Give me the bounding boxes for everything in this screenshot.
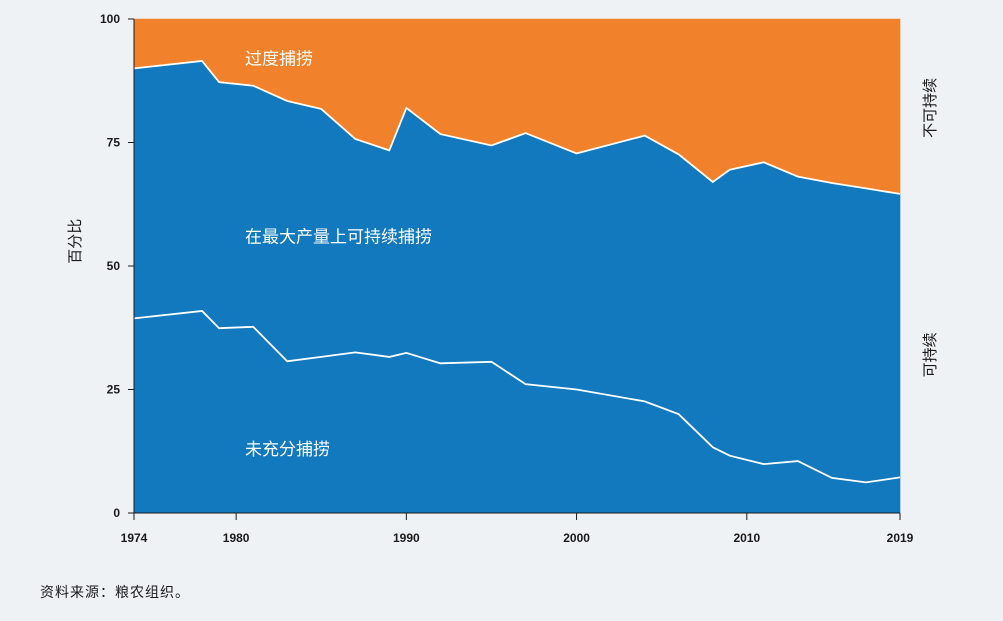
y-tick-label: 50: [107, 259, 121, 273]
x-tick-label: 1974: [121, 531, 148, 545]
y-axis-title: 百分比: [66, 219, 84, 264]
boundary-line-underfished: [133, 310, 901, 484]
label-underfished: 未充分捕捞: [245, 440, 330, 460]
side-label-unsustainable: 不可持续: [921, 78, 939, 138]
side-label-sustainable: 可持续: [921, 332, 939, 377]
y-tick-label: 100: [100, 12, 120, 26]
x-tick-label: 2019: [887, 531, 914, 545]
y-tick-label: 75: [107, 136, 121, 150]
boundary-line-sustainable: [133, 60, 901, 195]
x-tick-label: 2010: [733, 531, 760, 545]
x-tick-label: 2000: [563, 531, 590, 545]
y-tick-label: 25: [107, 383, 121, 397]
x-tick-label: 1990: [393, 531, 420, 545]
y-tick-label: 0: [113, 506, 120, 520]
chart: 0 25 50 75 100 1974 1980 1990 2000 2010 2019 百分比未充…: [66, 12, 939, 545]
label-sustainable: 在最大产量上可持续捕捞: [245, 227, 432, 247]
label-overfished: 过度捕捞: [245, 50, 313, 70]
x-tick-label: 1980: [223, 531, 250, 545]
source-note: 资料来源：粮农组织。: [40, 585, 190, 601]
